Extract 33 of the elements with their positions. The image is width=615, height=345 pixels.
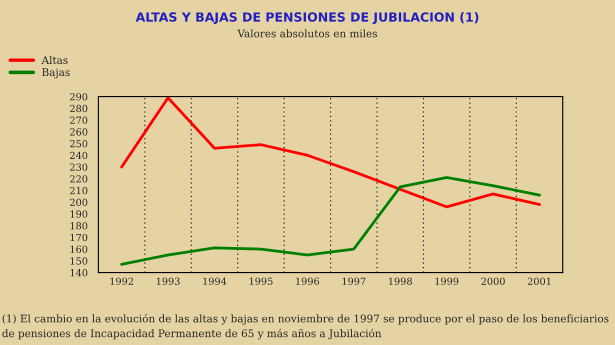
y-tick-label: 160 (70, 246, 88, 253)
legend-label: Bajas (42, 68, 70, 78)
x-tick-label: 1997 (342, 278, 366, 285)
chart-subtitle: Valores absolutos en miles (237, 29, 377, 38)
y-tick-label: 280 (70, 104, 88, 112)
text: (1) El cambio en la evolución de las altas y bajas en noviembre de 1997 se produce por el paso de los beneficiarios de pensiones de Incapacidad Permanente de 65 y más años a Jubilación (2, 314, 608, 340)
y-tick-label: 190 (70, 210, 88, 218)
y-tick-label: 240 (70, 152, 88, 160)
y-tick-label: 220 (70, 175, 88, 183)
y-tick-label: 210 (70, 186, 88, 194)
y-tick-label: 200 (70, 198, 88, 206)
line-series (120, 176, 541, 266)
chart-title: ALTAS Y BAJAS DE PENSIONES DE JUBILACION (1) (136, 12, 478, 24)
y-tick-label: 180 (70, 222, 88, 230)
x-tick-label: 2001 (528, 278, 550, 285)
x-tick-label: 1999 (435, 278, 458, 285)
y-tick-label: 170 (70, 234, 88, 242)
x-tick-label: 1994 (203, 278, 226, 285)
x-tick-label: 1995 (250, 278, 273, 285)
x-tick-label: 1998 (389, 278, 412, 285)
y-tick-label: 140 (70, 269, 88, 276)
y-tick-label: 230 (70, 163, 88, 171)
line-series (120, 96, 541, 208)
y-tick-label: 150 (70, 257, 88, 265)
x-tick-label: 2000 (481, 278, 505, 285)
x-tick-label: 1992 (110, 278, 134, 285)
x-tick-label: 1996 (296, 278, 320, 285)
y-tick-label: 290 (70, 93, 88, 100)
legend-label: Altas (42, 56, 68, 64)
x-tick-label: 1993 (156, 278, 180, 285)
y-tick-label: 250 (70, 140, 88, 148)
y-tick-label: 260 (70, 128, 88, 136)
y-tick-label: 270 (70, 116, 88, 124)
